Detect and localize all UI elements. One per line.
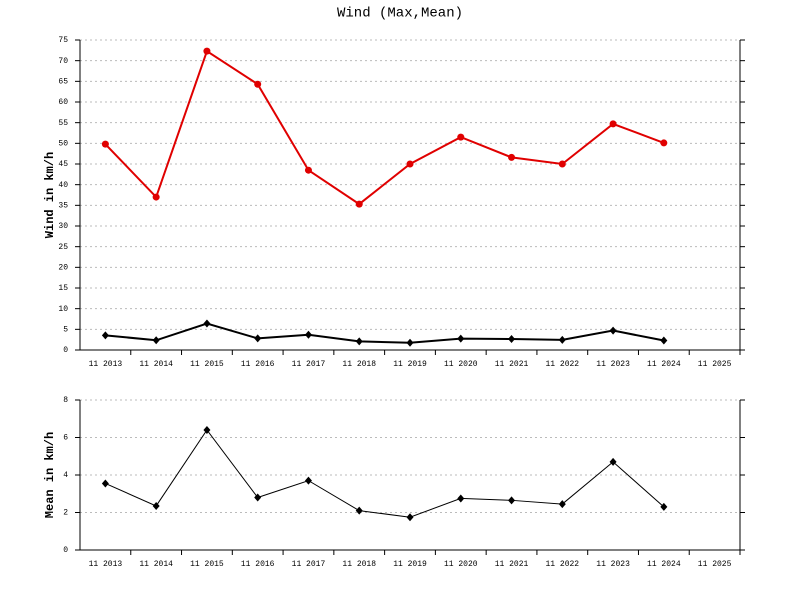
y-tick-label: 75 xyxy=(58,36,68,45)
point xyxy=(203,47,211,55)
x-tick-label: 11 2018 xyxy=(342,360,376,369)
point xyxy=(152,193,160,201)
point xyxy=(558,335,566,344)
y-tick-label: 2 xyxy=(63,509,68,518)
x-tick-label: 11 2019 xyxy=(393,560,427,569)
y-tick-label: 4 xyxy=(63,471,68,480)
x-tick-label: 11 2022 xyxy=(546,560,580,569)
point xyxy=(101,479,109,488)
x-tick-label: 11 2014 xyxy=(139,360,173,369)
point xyxy=(508,496,516,505)
y-tick-label: 25 xyxy=(58,243,68,252)
point xyxy=(304,330,312,339)
point xyxy=(152,336,160,345)
y-tick-label: 50 xyxy=(58,139,68,148)
x-tick-label: 11 2021 xyxy=(495,560,529,569)
x-tick-label: 11 2024 xyxy=(647,560,681,569)
x-tick-label: 11 2013 xyxy=(89,560,123,569)
x-tick-label: 11 2014 xyxy=(139,560,173,569)
x-tick-label: 11 2020 xyxy=(444,560,478,569)
y-tick-label: 0 xyxy=(63,546,68,555)
y-tick-label: 20 xyxy=(58,263,68,272)
y-tick-label: 5 xyxy=(63,325,68,334)
point xyxy=(660,139,668,147)
y-tick-label: 15 xyxy=(58,284,68,293)
point xyxy=(457,494,465,503)
point xyxy=(254,80,262,88)
point xyxy=(304,476,312,485)
x-tick-label: 11 2023 xyxy=(596,560,630,569)
x-tick-label: 11 2018 xyxy=(342,560,376,569)
x-tick-label: 11 2017 xyxy=(292,360,326,369)
y-tick-label: 35 xyxy=(58,201,68,210)
x-tick-label: 11 2025 xyxy=(698,360,732,369)
y-tick-label: 6 xyxy=(63,434,68,443)
point xyxy=(254,493,262,502)
x-tick-label: 11 2016 xyxy=(241,560,275,569)
x-tick-label: 11 2021 xyxy=(495,360,529,369)
point xyxy=(508,335,516,344)
point xyxy=(355,337,363,346)
y-tick-label: 70 xyxy=(58,57,68,66)
point xyxy=(609,120,617,128)
y-axis-label: Wind in km/h xyxy=(43,152,57,238)
point xyxy=(355,200,363,208)
x-tick-label: 11 2022 xyxy=(546,360,580,369)
x-tick-label: 11 2013 xyxy=(89,360,123,369)
point xyxy=(406,513,414,522)
x-tick-label: 11 2024 xyxy=(647,360,681,369)
x-tick-label: 11 2017 xyxy=(292,560,326,569)
point xyxy=(457,334,465,343)
x-tick-label: 11 2023 xyxy=(596,360,630,369)
y-tick-label: 60 xyxy=(58,98,68,107)
point xyxy=(203,319,211,328)
point xyxy=(558,500,566,509)
x-tick-label: 11 2019 xyxy=(393,360,427,369)
y-tick-label: 10 xyxy=(58,305,68,314)
x-tick-label: 11 2025 xyxy=(698,560,732,569)
point xyxy=(609,326,617,335)
y-axis-label: Mean in km/h xyxy=(43,432,57,518)
x-tick-label: 11 2015 xyxy=(190,560,224,569)
point xyxy=(406,160,414,168)
point xyxy=(558,160,566,168)
point xyxy=(406,338,414,347)
y-tick-label: 30 xyxy=(58,222,68,231)
y-tick-label: 45 xyxy=(58,160,68,169)
series-line xyxy=(104,49,665,206)
x-tick-label: 11 2020 xyxy=(444,360,478,369)
chart-title: Wind (Max,Mean) xyxy=(337,6,463,22)
y-tick-label: 55 xyxy=(58,119,68,128)
point xyxy=(457,133,465,141)
point xyxy=(101,140,109,148)
y-tick-label: 40 xyxy=(58,181,68,190)
point xyxy=(660,502,668,511)
x-tick-label: 11 2016 xyxy=(241,360,275,369)
point xyxy=(609,457,617,466)
point xyxy=(355,506,363,515)
point xyxy=(304,166,312,174)
series-line xyxy=(105,322,665,344)
y-tick-label: 65 xyxy=(58,77,68,86)
point xyxy=(101,331,109,340)
x-tick-label: 11 2015 xyxy=(190,360,224,369)
point xyxy=(508,153,516,161)
point xyxy=(254,334,262,343)
point xyxy=(203,426,211,434)
y-tick-label: 8 xyxy=(63,396,68,405)
point xyxy=(660,336,668,345)
series-line xyxy=(105,429,665,518)
y-tick-label: 0 xyxy=(63,346,68,355)
point xyxy=(152,501,160,510)
